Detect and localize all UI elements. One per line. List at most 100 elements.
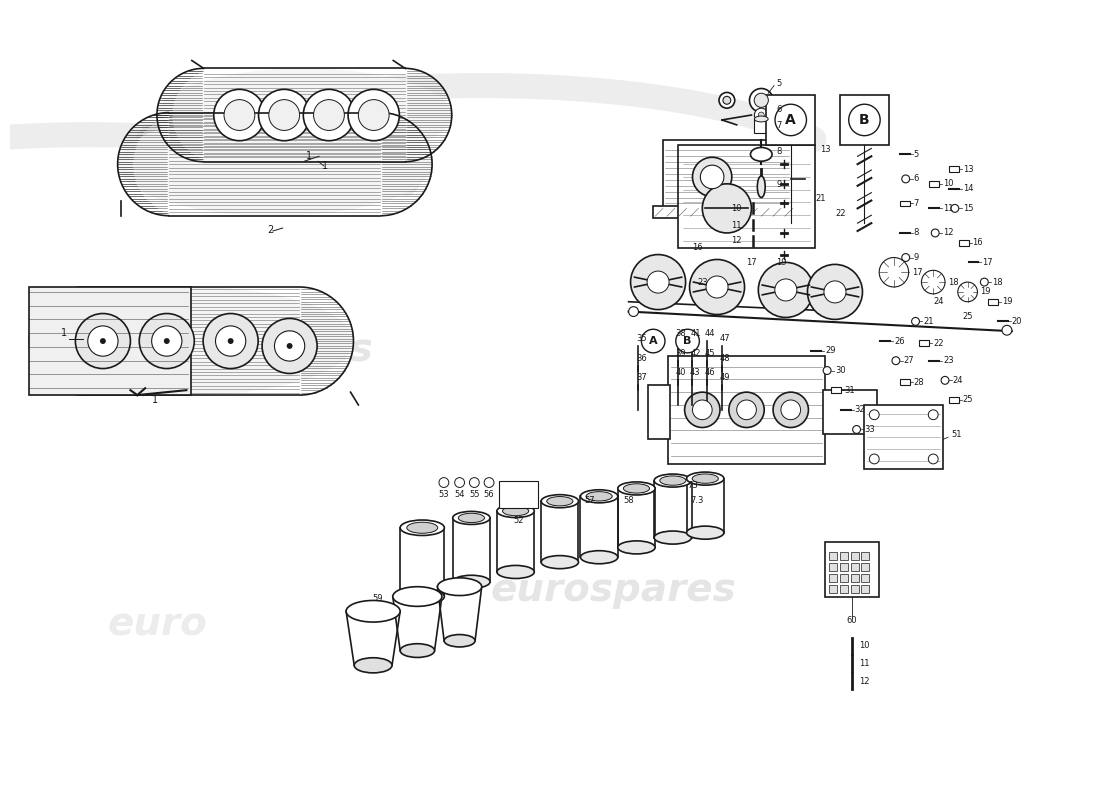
Circle shape (869, 410, 879, 420)
Ellipse shape (618, 541, 656, 554)
Ellipse shape (692, 474, 718, 483)
Text: 23: 23 (943, 356, 954, 365)
Ellipse shape (581, 490, 618, 503)
Text: 12: 12 (859, 677, 870, 686)
Circle shape (824, 281, 846, 303)
Bar (829, 574, 837, 582)
Circle shape (781, 400, 801, 420)
Circle shape (216, 326, 245, 356)
Ellipse shape (30, 287, 353, 395)
Ellipse shape (654, 531, 692, 544)
Circle shape (693, 400, 712, 420)
Text: 32: 32 (855, 406, 866, 414)
Text: 1: 1 (152, 395, 158, 405)
Text: 16: 16 (972, 238, 983, 247)
Bar (829, 585, 837, 593)
Bar (840, 95, 889, 145)
Circle shape (706, 276, 728, 298)
Circle shape (902, 175, 910, 183)
Text: 51: 51 (950, 430, 961, 439)
Text: 59: 59 (373, 594, 383, 603)
Circle shape (958, 282, 978, 302)
Circle shape (224, 100, 255, 130)
Circle shape (737, 400, 757, 420)
Text: 35: 35 (636, 334, 647, 343)
Circle shape (88, 326, 118, 356)
Text: 44: 44 (705, 329, 715, 338)
Circle shape (140, 314, 195, 369)
Text: 47: 47 (719, 334, 730, 343)
Text: 7.3: 7.3 (691, 496, 704, 505)
Circle shape (758, 112, 764, 118)
Circle shape (204, 314, 258, 369)
Text: 20: 20 (1012, 317, 1022, 326)
Ellipse shape (354, 658, 392, 673)
Circle shape (928, 410, 938, 420)
Circle shape (723, 96, 730, 104)
Text: eurospares: eurospares (128, 330, 373, 369)
Text: 2: 2 (267, 225, 273, 235)
Bar (850, 574, 858, 582)
Text: 41: 41 (690, 329, 701, 338)
Ellipse shape (755, 116, 768, 122)
Bar (767, 95, 815, 145)
Bar (840, 585, 848, 593)
Bar (861, 563, 869, 571)
Text: 24: 24 (933, 298, 944, 306)
Bar (988, 298, 998, 305)
Ellipse shape (654, 474, 692, 487)
Circle shape (630, 254, 685, 310)
Ellipse shape (118, 113, 432, 216)
Circle shape (807, 264, 862, 319)
Text: B: B (859, 113, 870, 127)
Ellipse shape (750, 147, 772, 162)
Bar (829, 563, 837, 571)
Ellipse shape (547, 497, 573, 506)
Text: 19: 19 (1002, 298, 1012, 306)
Circle shape (932, 229, 939, 237)
Text: 56: 56 (484, 490, 494, 499)
Text: 8: 8 (914, 229, 918, 238)
Text: 17: 17 (912, 268, 922, 277)
Ellipse shape (541, 494, 579, 508)
Bar (861, 585, 869, 593)
Bar (840, 552, 848, 560)
Text: 60: 60 (846, 616, 857, 625)
Circle shape (823, 366, 830, 374)
Ellipse shape (541, 556, 579, 569)
Ellipse shape (346, 601, 400, 622)
Text: 27: 27 (904, 356, 914, 365)
Text: 13: 13 (962, 165, 974, 174)
Circle shape (928, 454, 938, 464)
Text: 19: 19 (776, 258, 786, 267)
Text: 1: 1 (60, 328, 67, 338)
Ellipse shape (581, 550, 618, 564)
Text: 11: 11 (732, 221, 741, 230)
Bar (949, 166, 959, 172)
Bar (829, 552, 837, 560)
Circle shape (228, 338, 233, 344)
Circle shape (879, 258, 909, 287)
Text: 5: 5 (914, 150, 918, 159)
Bar (830, 387, 840, 393)
Ellipse shape (444, 634, 475, 647)
Circle shape (213, 90, 265, 141)
Text: 16: 16 (693, 243, 703, 252)
Circle shape (1002, 326, 1012, 335)
Bar (755, 119, 768, 133)
Ellipse shape (624, 484, 649, 493)
Ellipse shape (459, 514, 484, 522)
Text: 1: 1 (306, 151, 312, 162)
Text: 9: 9 (914, 253, 918, 262)
Circle shape (76, 314, 131, 369)
Text: 12: 12 (943, 229, 954, 238)
Text: 28: 28 (914, 378, 924, 387)
Bar (949, 397, 959, 403)
Text: 7: 7 (914, 199, 918, 208)
Circle shape (628, 306, 638, 317)
Circle shape (304, 90, 354, 141)
Ellipse shape (497, 505, 535, 518)
Circle shape (912, 318, 920, 326)
Text: B: B (683, 336, 692, 346)
Circle shape (758, 262, 813, 318)
